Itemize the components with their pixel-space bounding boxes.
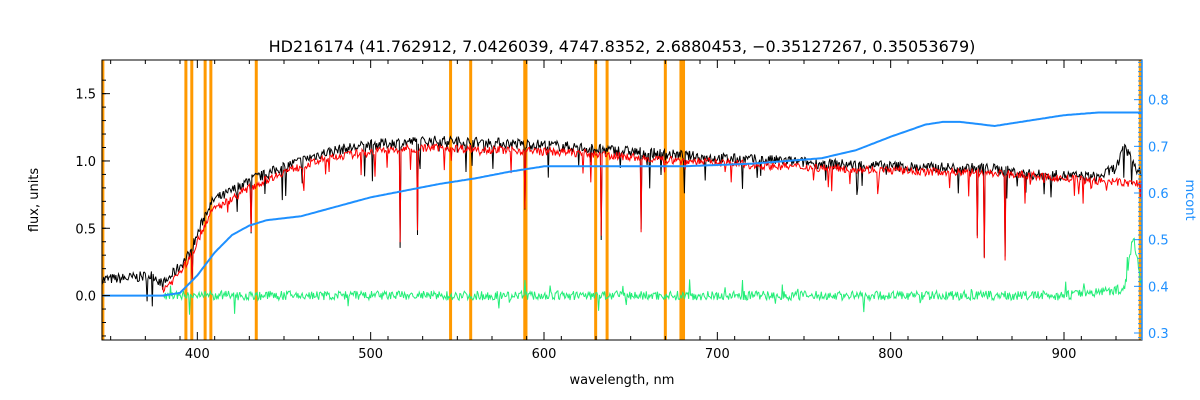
y-tick-label-2: 1.0 [75, 155, 96, 170]
y-axis-title: flux, units [27, 168, 42, 233]
masked-line-7 [469, 60, 473, 340]
masked-line-11 [605, 60, 609, 340]
x-axis: 400 500 600 700 800 900 [110, 60, 1117, 362]
masked-line-6 [449, 60, 453, 340]
y2-axis: 0.3 0.4 0.5 0.6 0.7 0.8 [1134, 60, 1169, 342]
x-axis-title: wavelength, nm [570, 373, 675, 388]
y-tick-label-3: 1.5 [75, 88, 96, 103]
masked-line-3 [203, 60, 207, 340]
masked-line-bands [101, 60, 1142, 340]
masked-line-5 [254, 60, 258, 340]
masked-line-15 [1138, 60, 1142, 340]
x-tick-label-1: 500 [358, 347, 383, 362]
x-tick-label-0: 400 [185, 347, 210, 362]
masked-line-4 [209, 60, 213, 340]
masked-line-0 [101, 60, 105, 340]
masked-line-13 [679, 60, 683, 340]
series-layer [101, 111, 1143, 315]
y2-axis-title: mcont [1182, 179, 1197, 220]
y2-tick-label-2: 0.5 [1148, 234, 1169, 249]
masked-line-1 [184, 60, 188, 340]
series-residual [162, 237, 1143, 315]
masked-line-12 [663, 60, 667, 340]
y-tick-label-0: 0.0 [75, 290, 96, 305]
y2-tick-label-3: 0.6 [1148, 187, 1169, 202]
y-axis: 0.0 0.5 1.0 1.5 [75, 79, 110, 337]
series-continuum [102, 111, 1142, 297]
x-tick-label-3: 700 [705, 347, 730, 362]
y2-tick-label-5: 0.8 [1148, 94, 1169, 109]
x-tick-label-2: 600 [532, 347, 557, 362]
x-tick-label-5: 900 [1052, 347, 1077, 362]
masked-line-14 [682, 60, 686, 340]
y2-tick-label-4: 0.7 [1148, 140, 1169, 155]
series-model [162, 142, 1143, 294]
masked-line-10 [594, 60, 598, 340]
series-observed [101, 135, 1143, 307]
masked-line-2 [190, 60, 194, 340]
chart-title: HD216174 (41.762912, 7.0426039, 4747.835… [269, 37, 976, 56]
y-tick-label-1: 0.5 [75, 222, 96, 237]
y2-tick-label-1: 0.4 [1148, 280, 1169, 295]
x-tick-label-4: 800 [878, 347, 903, 362]
masked-line-9 [524, 60, 528, 340]
y2-tick-label-0: 0.3 [1148, 327, 1169, 342]
